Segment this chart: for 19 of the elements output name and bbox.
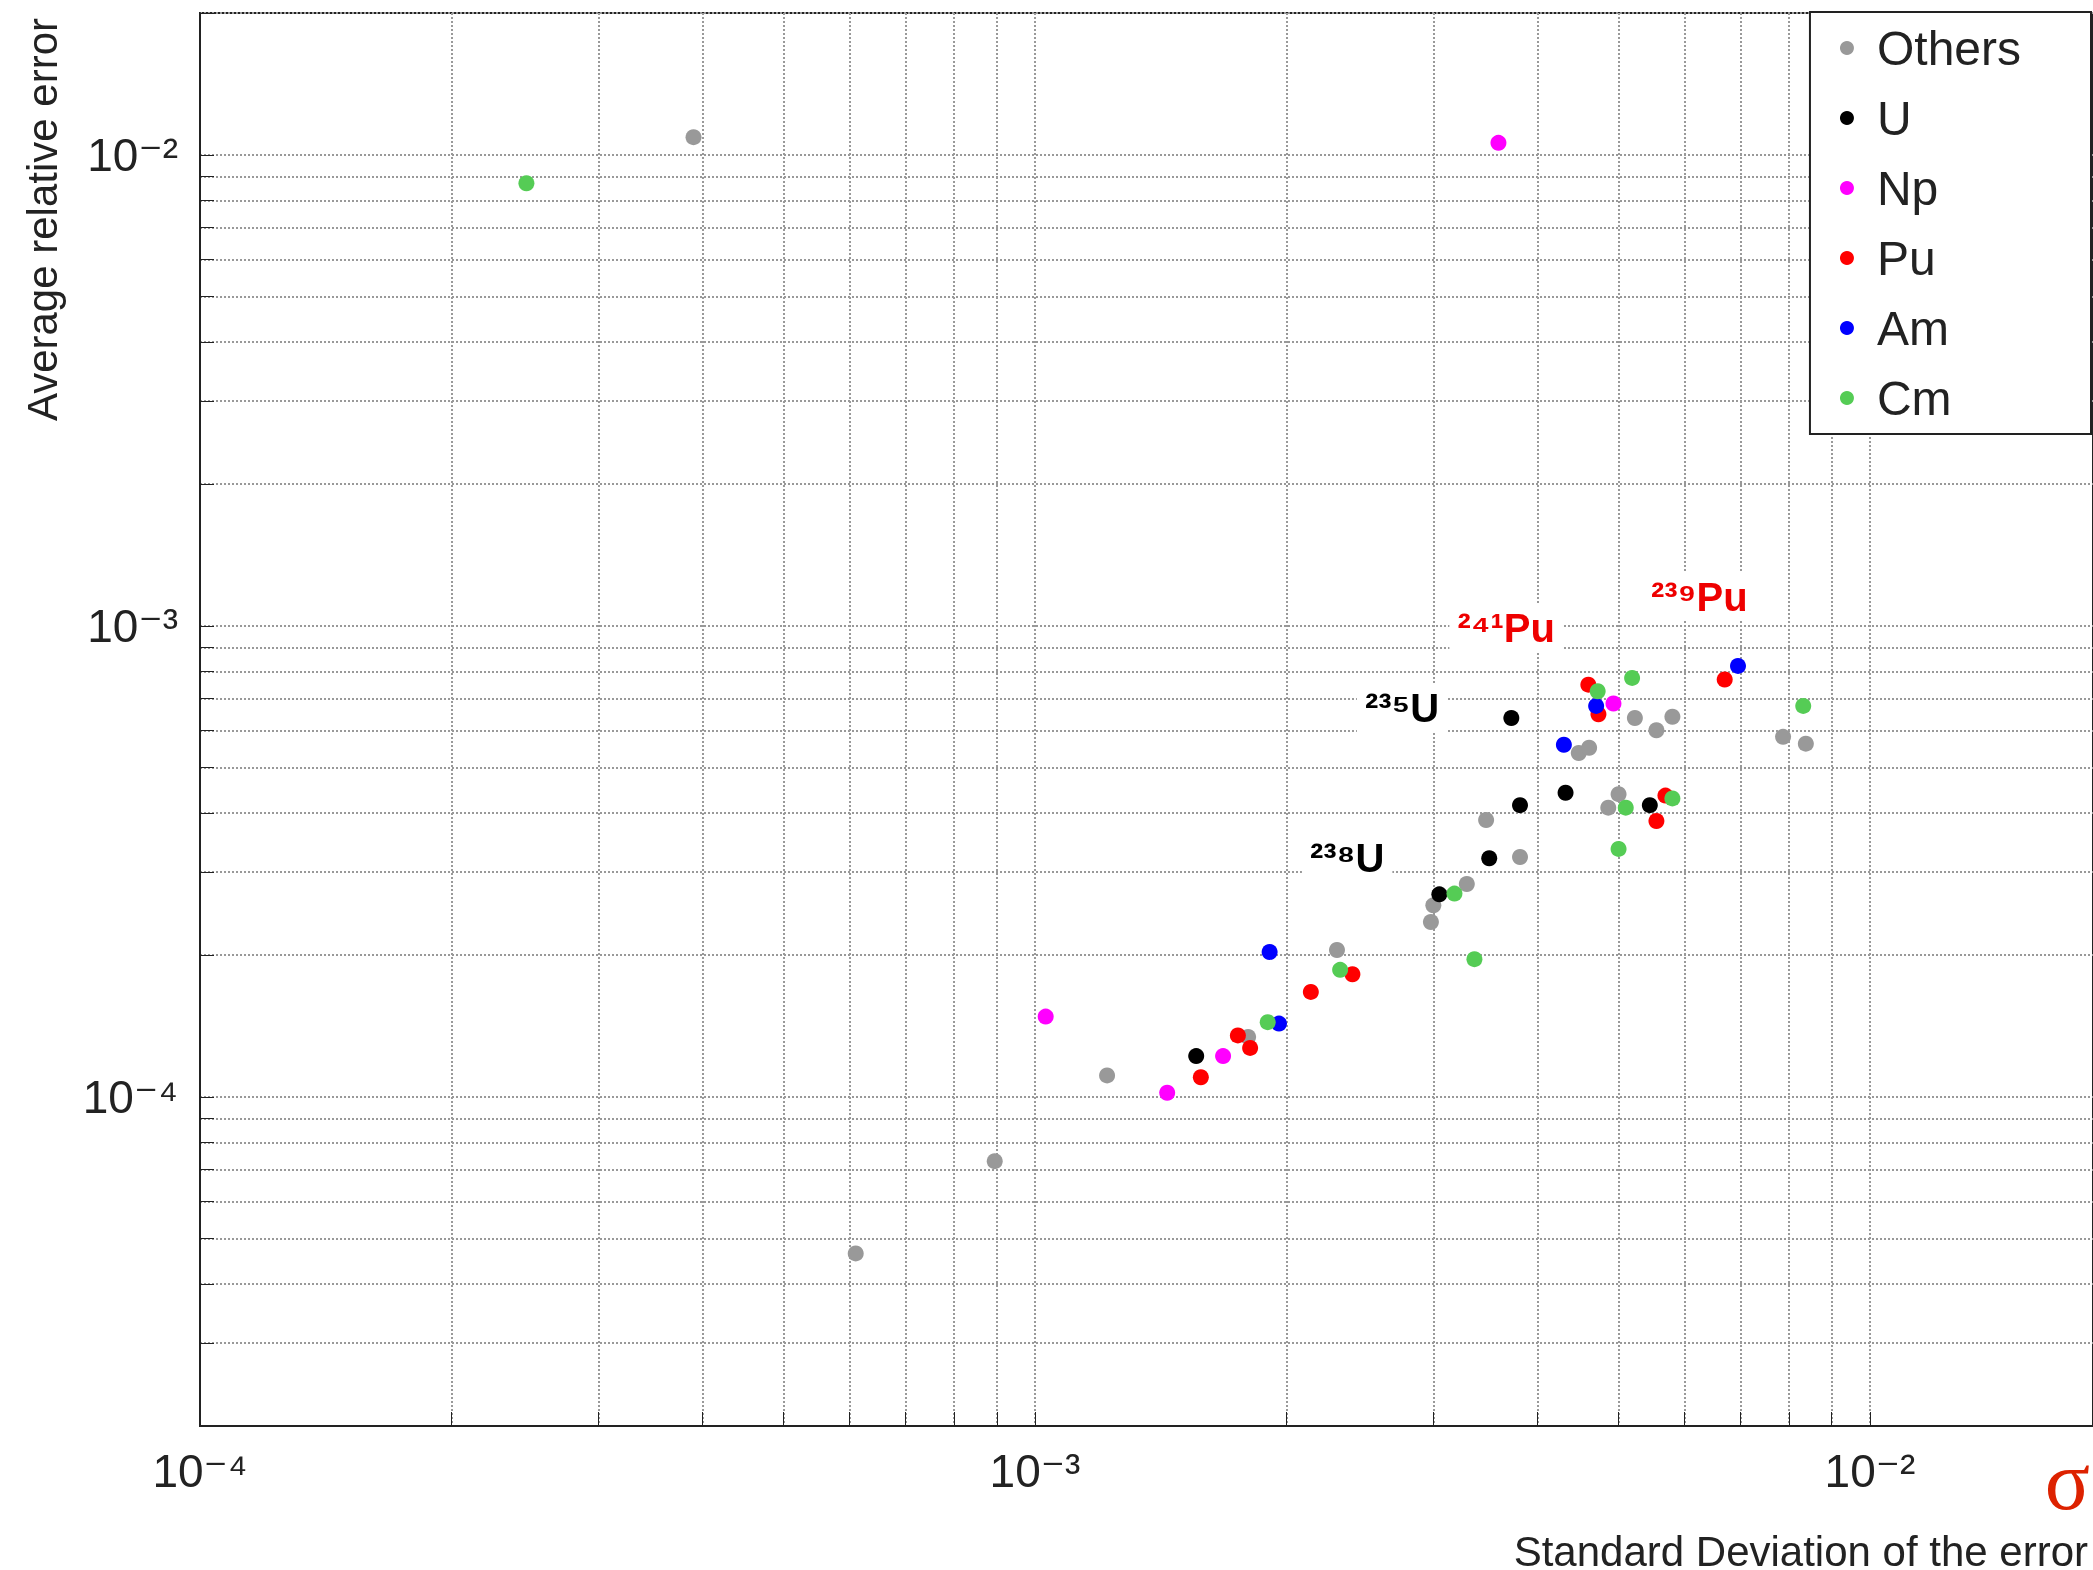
legend-label: Am [1876, 301, 1949, 355]
annotation: ²⁴¹Pu [1457, 605, 1555, 650]
y-tick-label: 10⁻² [87, 128, 178, 181]
annotation: ²³⁹Pu [1650, 574, 1748, 619]
legend-label: Others [1876, 21, 2021, 75]
legend-label: Cm [1876, 371, 1952, 425]
legend-label: Pu [1876, 231, 1936, 285]
text: σ [2044, 1433, 2090, 1527]
y-tick-label: 10⁻³ [87, 599, 178, 652]
x-tick-label: 10⁻³ [989, 1445, 1081, 1497]
x-axis-title: Standard Deviation of the error [1513, 1527, 2089, 1570]
y-axis-title: Average relative error [18, 18, 66, 422]
x-tick-label: 10⁻⁴ [152, 1445, 248, 1497]
annotation: ²³⁵U [1364, 686, 1440, 731]
legend-label: Np [1876, 161, 1939, 215]
annotation: ²³⁸U [1309, 835, 1385, 880]
y-tick-label: 10⁻⁴ [82, 1070, 178, 1123]
legend-label: U [1876, 91, 1912, 145]
x-tick-label: 10⁻² [1824, 1445, 1916, 1497]
